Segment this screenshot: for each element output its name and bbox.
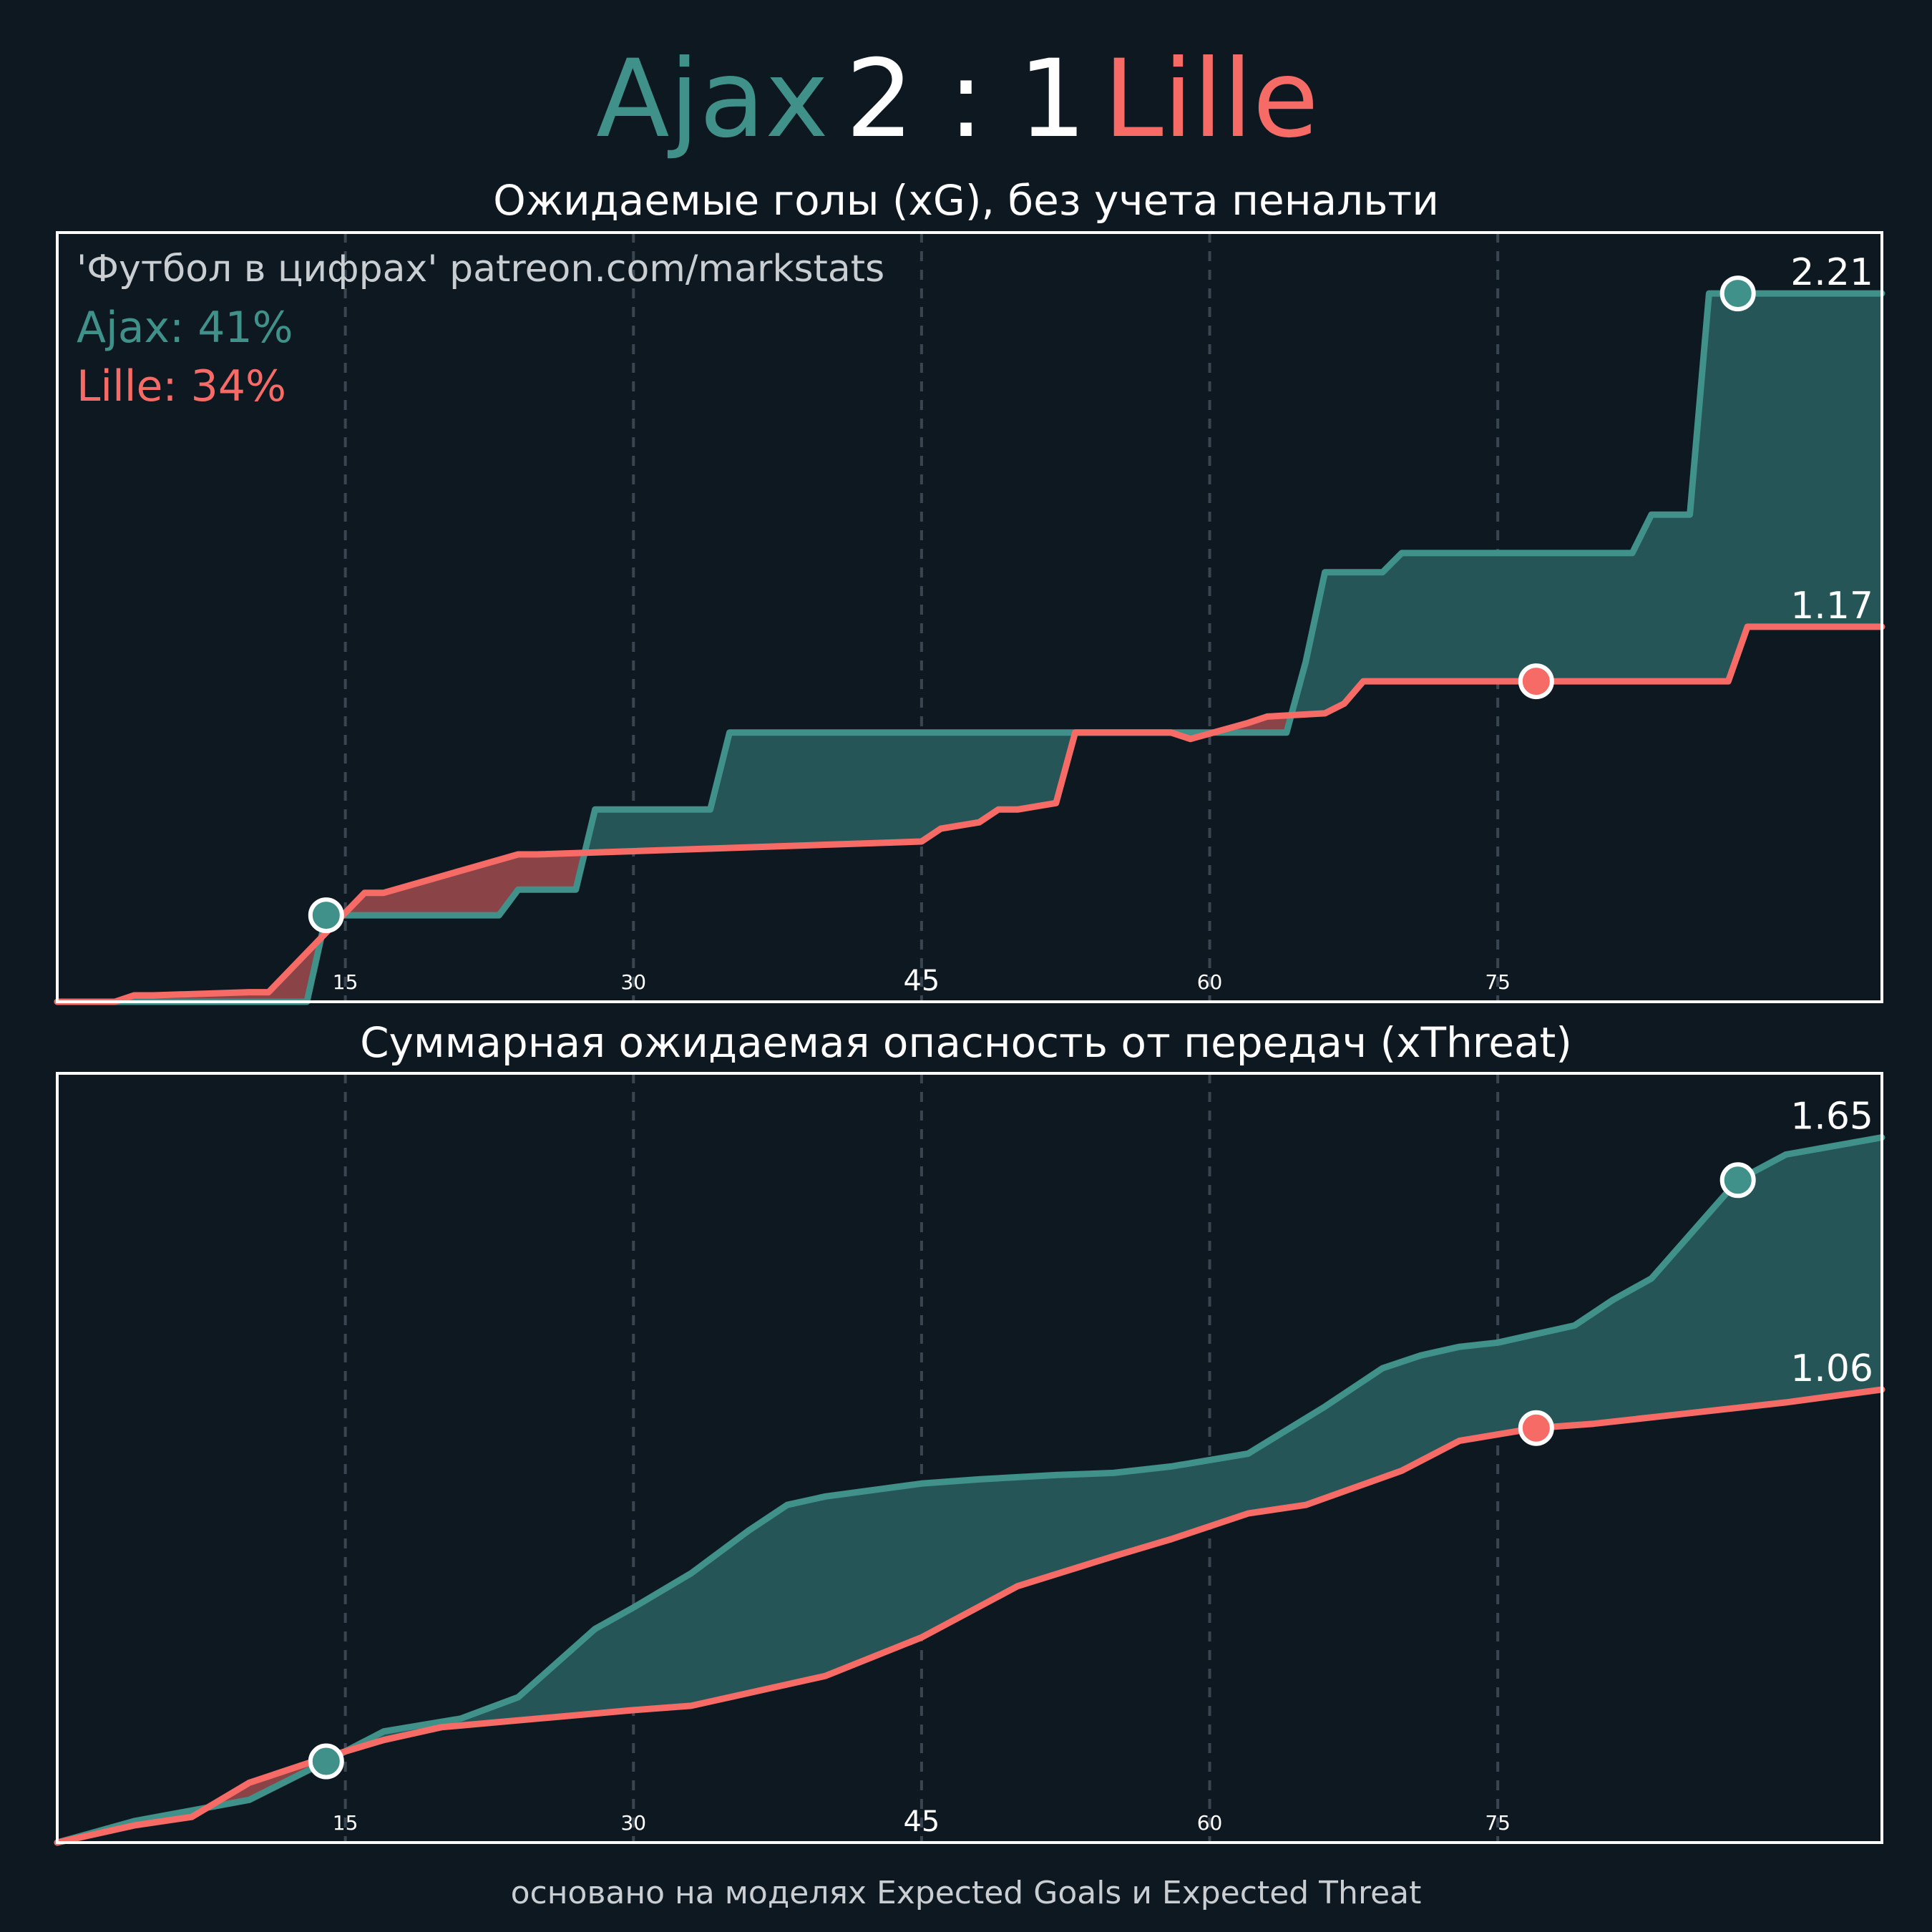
xg-tick-label-45: 45 — [903, 965, 940, 997]
xg-away-goal-marker-1 — [1518, 663, 1554, 700]
match-score: 2 : 1 — [846, 37, 1087, 162]
xg-areas — [57, 293, 1882, 1002]
xg-end-labels: 2.21 1.17 — [1790, 251, 1873, 628]
xg-away-end-label: 1.17 — [1790, 585, 1873, 628]
xthreat-home-goal-marker-1 — [308, 1743, 344, 1780]
watermark: 'Футбол в цифрах' patreon.com/markstats — [77, 248, 884, 291]
xthreat-tick-label-75: 75 — [1485, 1811, 1511, 1835]
xthreat-end-labels: 1.65 1.06 — [1790, 1096, 1873, 1390]
xthreat-tick-label-15: 15 — [333, 1811, 358, 1835]
home-team-name: Ajax — [596, 37, 829, 162]
match-header: Ajax 2 : 1 Lille — [596, 37, 1319, 162]
xg-grid — [343, 233, 1500, 1002]
xg-tick-label-30: 30 — [620, 970, 646, 994]
xg-tick-label-75: 75 — [1485, 970, 1511, 994]
xthreat-tick-label-30: 30 — [620, 1811, 646, 1835]
away-team-name: Lille — [1103, 37, 1319, 162]
footer-note: основано на моделях Expected Goals и Exp… — [511, 1875, 1422, 1911]
xthreat-home-lead-area — [57, 1137, 1882, 1843]
xthreat-home-end-label: 1.65 — [1790, 1096, 1873, 1138]
xg-home-end-label: 2.21 — [1790, 251, 1873, 294]
xthreat-plot-frame — [56, 1072, 1883, 1844]
xg-home-line — [54, 290, 1885, 1005]
xthreat-tick-label-60: 60 — [1197, 1811, 1223, 1835]
xg-plot-frame — [56, 231, 1883, 1003]
legend-home: Ajax: 41% — [77, 303, 293, 353]
xg-tick-label-60: 60 — [1197, 970, 1223, 994]
xg-lines — [54, 290, 1885, 1005]
xthreat-away-goal-marker-1 — [1518, 1410, 1554, 1446]
xg-ticks: 15 30 45 60 75 — [333, 965, 1511, 997]
xthreat-panel: 15 30 45 60 75 1.65 1.06 — [54, 1072, 1885, 1846]
xthreat-home-line — [54, 1134, 1885, 1846]
legend-away: Lille: 34% — [77, 361, 286, 411]
xg-home-goal-marker-1 — [308, 897, 344, 934]
xthreat-grid — [343, 1073, 1500, 1843]
xthreat-panel-title: Суммарная ожидаемая опасность от передач… — [360, 1018, 1572, 1067]
xg-panel-title: Ожидаемые голы (xG), без учета пенальти — [493, 176, 1439, 225]
xg-tick-label-15: 15 — [333, 970, 358, 994]
xg-panel: 15 30 45 60 75 2.21 1.17 'Футбол в цифрах' pa… — [54, 231, 1885, 1005]
xthreat-ticks: 15 30 45 60 75 — [333, 1805, 1511, 1838]
xg-away-line — [54, 623, 1885, 1005]
xg-home-lead-area — [57, 293, 1882, 1002]
xthreat-home-goal-marker-2 — [1719, 1162, 1756, 1199]
xthreat-tick-label-45: 45 — [903, 1805, 940, 1838]
xg-goal-markers — [308, 275, 1756, 934]
xthreat-goal-markers — [308, 1162, 1756, 1780]
xg-home-goal-marker-2 — [1719, 275, 1756, 312]
xthreat-away-end-label: 1.06 — [1790, 1347, 1873, 1390]
